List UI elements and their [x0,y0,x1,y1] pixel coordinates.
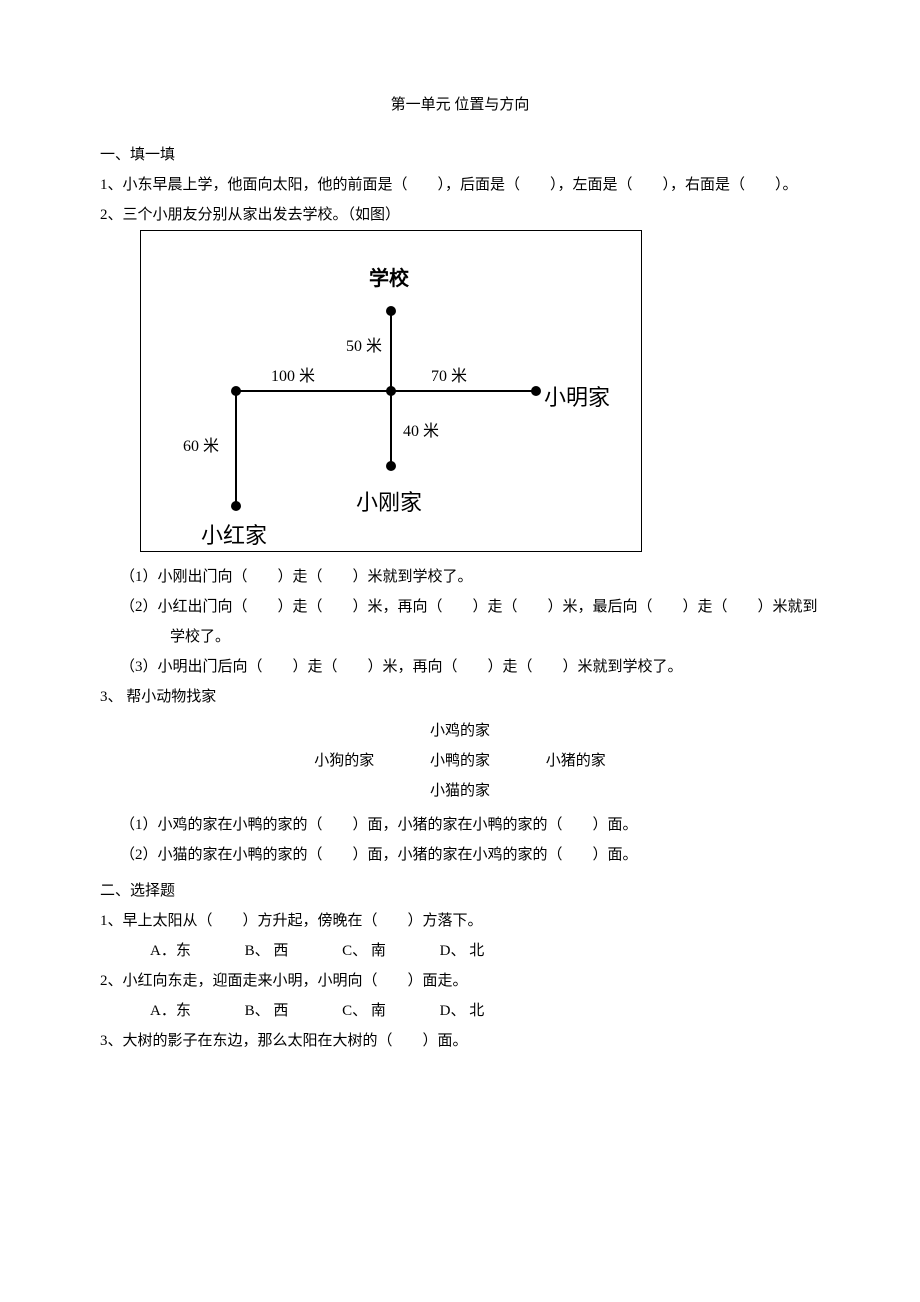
label-school: 学校 [369,259,409,299]
opt-a: A．东 [150,936,191,966]
label-60m: 60 米 [183,431,219,463]
animal-pig: 小猪的家 [546,746,606,776]
section-1-head: 一、填一填 [100,140,820,170]
route-diagram: 学校 50 米 100 米 70 米 40 米 60 米 小明家 小刚家 小红家 [140,230,642,552]
q1-2: 2、三个小朋友分别从家出发去学校。（如图） [100,200,820,230]
q1-1-text: 1、小东早晨上学，他面向太阳，他的前面是（ ），后面是（ ），左面是（ ），右面… [100,170,820,200]
opt-b: B、 西 [245,936,289,966]
animal-row-top: 小鸡的家 [100,716,820,746]
animal-row-mid: 小狗的家 小鸭的家 小猪的家 [100,746,820,776]
label-70m: 70 米 [431,361,467,393]
q2-2-opts: A．东 B、 西 C、 南 D、 北 [100,996,820,1026]
q2-2: 2、小红向东走，迎面走来小明，小明向（ ）面走。 [100,966,820,996]
label-gang: 小刚家 [356,481,422,525]
opt-b: B、 西 [245,996,289,1026]
label-100m: 100 米 [271,361,315,393]
q1-2-3: （3）小明出门后向（ ）走（ ）米，再向（ ）走（ ）米就到学校了。 [100,652,820,682]
animal-dog: 小狗的家 [314,746,374,776]
opt-d: D、 北 [440,996,485,1026]
q1-2-2: （2）小红出门向（ ）走（ ）米，再向（ ）走（ ）米，最后向（ ）走（ ）米就… [100,592,820,652]
q1-3-1: （1）小鸡的家在小鸭的家的（ ）面，小猪的家在小鸭的家的（ ）面。 [100,810,820,840]
q2-1: 1、早上太阳从（ ）方升起，傍晚在（ ）方落下。 [100,906,820,936]
label-hong: 小红家 [201,514,267,558]
section-2-head: 二、选择题 [100,876,820,906]
page-title: 第一单元 位置与方向 [100,90,820,120]
opt-c: C、 南 [342,996,386,1026]
label-ming: 小明家 [544,376,610,420]
animal-duck: 小鸭的家 [430,746,490,776]
q1-2-1-text: （1）小刚出门向（ ）走（ ）米就到学校了。 [120,569,473,585]
q2-3: 3、大树的影子在东边，那么太阳在大树的（ ）面。 [100,1026,820,1056]
animal-row-bot: 小猫的家 [100,776,820,806]
q1-2-1: （1）小刚出门向（ ）走（ ）米就到学校了。 [100,562,820,592]
q1-3: 3、 帮小动物找家 [100,682,820,712]
q1-2-3-text: （3）小明出门后向（ ）走（ ）米，再向（ ）走（ ）米就到学校了。 [120,659,683,675]
label-50m: 50 米 [346,331,382,363]
opt-a: A．东 [150,996,191,1026]
q2-1-opts: A．东 B、 西 C、 南 D、 北 [100,936,820,966]
opt-d: D、 北 [440,936,485,966]
opt-c: C、 南 [342,936,386,966]
q1-3-2: （2）小猫的家在小鸭的家的（ ）面，小猪的家在小鸡的家的（ ）面。 [100,840,820,870]
animal-grid: 小鸡的家 小狗的家 小鸭的家 小猪的家 小猫的家 [100,716,820,806]
label-40m: 40 米 [403,416,439,448]
q1-1: 1、小东早晨上学，他面向太阳，他的前面是（ ），后面是（ ），左面是（ ），右面… [100,170,820,200]
q1-2-2-text: （2）小红出门向（ ）走（ ）米，再向（ ）走（ ）米，最后向（ ）走（ ）米就… [170,592,820,652]
